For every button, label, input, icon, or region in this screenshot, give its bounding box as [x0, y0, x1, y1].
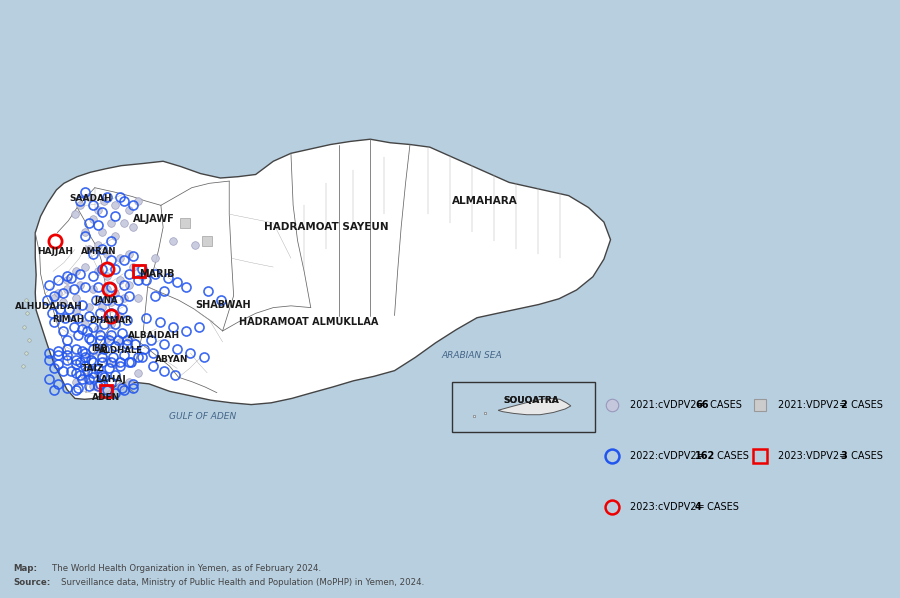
Text: CASES: CASES	[704, 502, 739, 512]
Text: CASES: CASES	[706, 400, 742, 410]
Text: ALBAIDAH: ALBAIDAH	[128, 331, 180, 340]
Text: ALHUDAIDAH: ALHUDAIDAH	[14, 302, 83, 311]
Text: CASES: CASES	[715, 451, 749, 461]
Text: Surveillance data, Ministry of Public Health and Population (MoPHP) in Yemen, 20: Surveillance data, Ministry of Public He…	[61, 578, 425, 587]
Text: 4: 4	[695, 502, 702, 512]
Text: HADRAMOAT ALMUKLLAA: HADRAMOAT ALMUKLLAA	[238, 317, 378, 327]
Text: LAHAJ: LAHAJ	[94, 375, 126, 384]
Text: ALJAWF: ALJAWF	[133, 213, 176, 224]
Text: TAIZ: TAIZ	[81, 364, 104, 373]
Text: HADRAMOAT SAYEUN: HADRAMOAT SAYEUN	[264, 222, 389, 233]
Text: Source:: Source:	[14, 578, 50, 587]
Text: SHABWAH: SHABWAH	[194, 300, 250, 310]
Text: MARIB: MARIB	[139, 269, 175, 279]
Text: ALDHALE: ALDHALE	[99, 346, 143, 355]
Text: DHAMAR: DHAMAR	[89, 316, 131, 325]
Text: GULF OF ADEN: GULF OF ADEN	[169, 413, 237, 422]
Polygon shape	[35, 139, 610, 405]
Text: The World Health Organization in Yemen, as of February 2024.: The World Health Organization in Yemen, …	[52, 564, 321, 573]
Text: SOUQATRA: SOUQATRA	[503, 396, 559, 405]
Text: HAJJAH: HAJJAH	[37, 247, 73, 256]
Text: SAADAH: SAADAH	[69, 194, 112, 203]
Text: JANA: JANA	[94, 295, 118, 304]
Polygon shape	[498, 398, 571, 415]
Text: 66: 66	[695, 400, 708, 410]
Text: ADEN: ADEN	[92, 393, 120, 402]
Text: SOUQATRA: SOUQATRA	[503, 396, 559, 405]
Text: 2023:VDPV2=: 2023:VDPV2=	[778, 451, 850, 461]
Text: 2021:VDPV2=: 2021:VDPV2=	[778, 400, 850, 410]
Text: 3: 3	[841, 451, 847, 461]
Text: ABYAN: ABYAN	[155, 355, 189, 364]
Text: RIMAH: RIMAH	[52, 315, 85, 324]
Text: CASES: CASES	[848, 451, 883, 461]
Text: IBB: IBB	[91, 344, 107, 353]
Text: ARABIAN SEA: ARABIAN SEA	[441, 350, 502, 360]
Text: ALMAHARA: ALMAHARA	[452, 196, 518, 206]
Text: 2: 2	[841, 400, 847, 410]
Text: Map:: Map:	[14, 564, 38, 573]
Text: 2022:cVDPV2=: 2022:cVDPV2=	[630, 451, 707, 461]
Text: 162: 162	[695, 451, 716, 461]
Text: 2021:cVDPV2=: 2021:cVDPV2=	[630, 400, 707, 410]
Text: AMRAN: AMRAN	[81, 247, 117, 256]
Text: CASES: CASES	[848, 400, 883, 410]
Text: 2023:cVDPV2=: 2023:cVDPV2=	[630, 502, 707, 512]
